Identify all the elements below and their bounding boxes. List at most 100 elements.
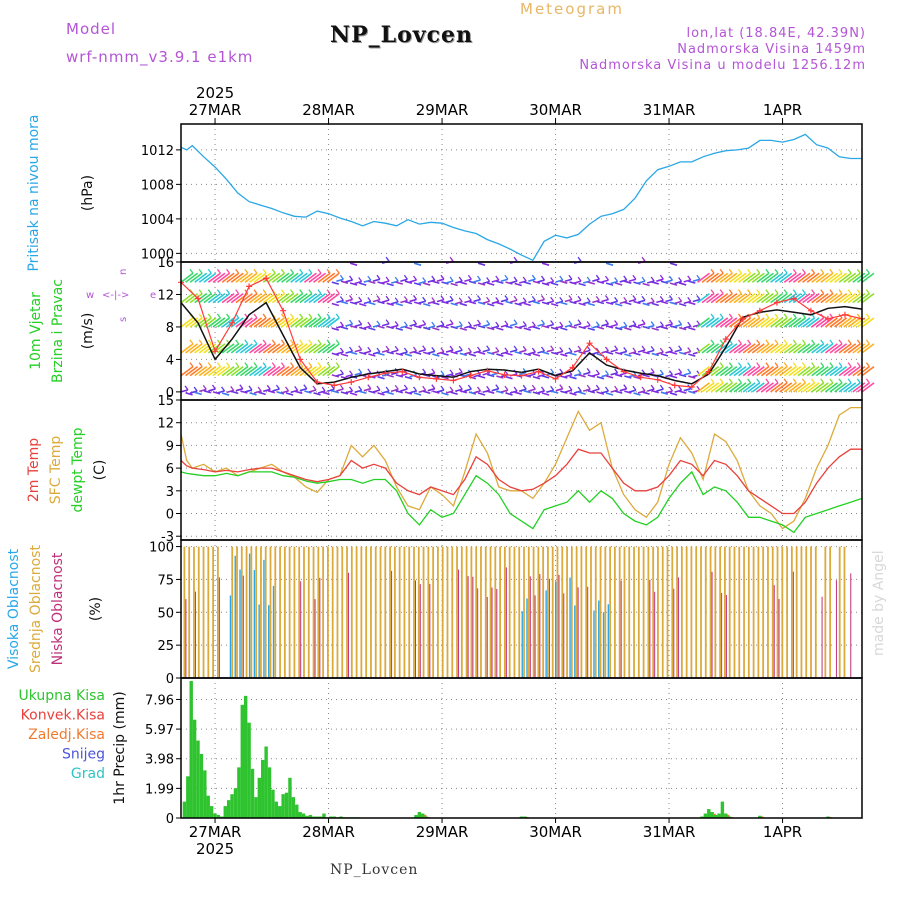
wind-barb-flag <box>449 345 454 351</box>
wind-barb <box>633 392 641 396</box>
wind-barb-flag <box>476 386 482 392</box>
precip-bar-frozen <box>424 814 427 818</box>
y-tick-label: 0 <box>166 812 174 827</box>
wind-barb <box>336 325 344 329</box>
wind-barb-flag <box>476 295 482 300</box>
wind-barb-flag <box>376 274 381 280</box>
wind-barb <box>642 325 650 330</box>
wind-barb <box>678 326 687 331</box>
wind-barb <box>249 392 257 396</box>
wind-barb <box>824 382 838 393</box>
wind-barb <box>806 382 820 393</box>
wind-barb <box>262 317 276 328</box>
wind-barb <box>560 327 568 331</box>
wind-barb <box>628 324 637 328</box>
wind-barb <box>244 292 258 304</box>
wind-barb <box>619 325 627 329</box>
wind-barb <box>267 272 281 283</box>
wind-barb <box>271 317 285 328</box>
wind-barb-flag <box>403 347 408 353</box>
wind-barb-flag <box>792 268 797 274</box>
y-tick-label: 0 <box>166 508 174 523</box>
wind-barb <box>669 374 678 379</box>
wind-barb <box>678 303 687 307</box>
wind-barb <box>646 301 655 305</box>
wind-barb <box>856 317 870 328</box>
wind-barb <box>327 388 335 393</box>
wind-barb <box>514 325 522 330</box>
wind-barb <box>413 392 422 396</box>
wind-barb <box>235 272 249 283</box>
panel-border <box>180 123 863 263</box>
wind-barb <box>253 317 267 328</box>
wind-barb <box>340 326 349 330</box>
wind-barb-flag <box>358 345 363 351</box>
wind-barb <box>262 343 276 354</box>
wind-barb <box>843 292 857 304</box>
precip-bar <box>291 797 296 818</box>
wind-barb <box>742 343 756 354</box>
wind-barb <box>751 382 765 393</box>
wind-barb <box>555 350 563 355</box>
x-year-label: 2025 <box>196 84 234 102</box>
wind-barb-flag <box>604 295 610 300</box>
wind-barb <box>715 382 729 393</box>
wind-barb <box>230 272 244 283</box>
wind-barb <box>207 292 221 304</box>
wind-barb-flag <box>678 385 683 391</box>
wind-barb <box>349 392 358 396</box>
y-axis-label: (m/s) <box>80 313 96 350</box>
legend-entry: Zaledj.Kisa <box>28 727 105 743</box>
wind-barb <box>528 351 536 355</box>
wind-barb <box>724 366 738 377</box>
wind-barb-flag <box>312 385 317 391</box>
wind-barb-flag <box>614 296 619 302</box>
wind-barb-flag <box>184 385 189 391</box>
wind-barb <box>267 389 276 394</box>
wind-barb <box>290 389 298 394</box>
wind-barb <box>240 390 248 394</box>
wind-barb <box>409 323 417 327</box>
wind-barb <box>496 280 504 284</box>
wind-barb <box>688 375 696 379</box>
x-tick-label: 29MAR <box>416 101 469 119</box>
wind-barb <box>815 343 829 354</box>
y-tick-label: 1004 <box>141 213 174 228</box>
wind-barb <box>395 327 404 331</box>
wind-barb <box>473 350 481 354</box>
wind-barb-flag <box>604 370 610 376</box>
wind-barb-flag <box>765 268 770 274</box>
location-coordinates: lon,lat (18.84E, 42.39N) <box>686 26 866 41</box>
wind-barb <box>308 317 322 328</box>
wind-barb <box>610 300 618 305</box>
wind-barb <box>834 343 848 354</box>
wind-direction-legend: w <-|-> e n s <box>86 269 156 322</box>
wind-barb-flag <box>349 295 354 300</box>
wind-barb <box>235 366 249 377</box>
wind-barb <box>409 350 417 354</box>
wind-barb-flag <box>595 295 600 301</box>
wind-barb <box>802 292 816 304</box>
wind-barb <box>285 392 294 396</box>
wind-barb <box>760 292 774 304</box>
wind-barb-flag <box>856 378 861 384</box>
wind-barb <box>852 366 866 377</box>
wind-barb <box>468 280 477 284</box>
wind-barb-flag <box>623 321 628 327</box>
wind-barb-flag <box>678 296 683 302</box>
wind-gust-marker <box>263 275 270 282</box>
precip-bar <box>414 815 418 818</box>
wind-barb <box>701 317 715 328</box>
wind-barb-flag <box>577 295 582 301</box>
wind-barb <box>573 390 582 394</box>
wind-barb <box>779 343 793 354</box>
wind-barb <box>728 343 742 354</box>
wind-barb <box>815 366 829 377</box>
wind-barb-flag <box>792 362 797 368</box>
wind-barb <box>450 350 458 355</box>
wind-barb-flag <box>431 321 436 327</box>
wind-barb <box>336 388 344 392</box>
wind-barb-flag <box>550 277 555 282</box>
wind-barb <box>751 272 765 283</box>
wind-barb <box>473 390 481 394</box>
